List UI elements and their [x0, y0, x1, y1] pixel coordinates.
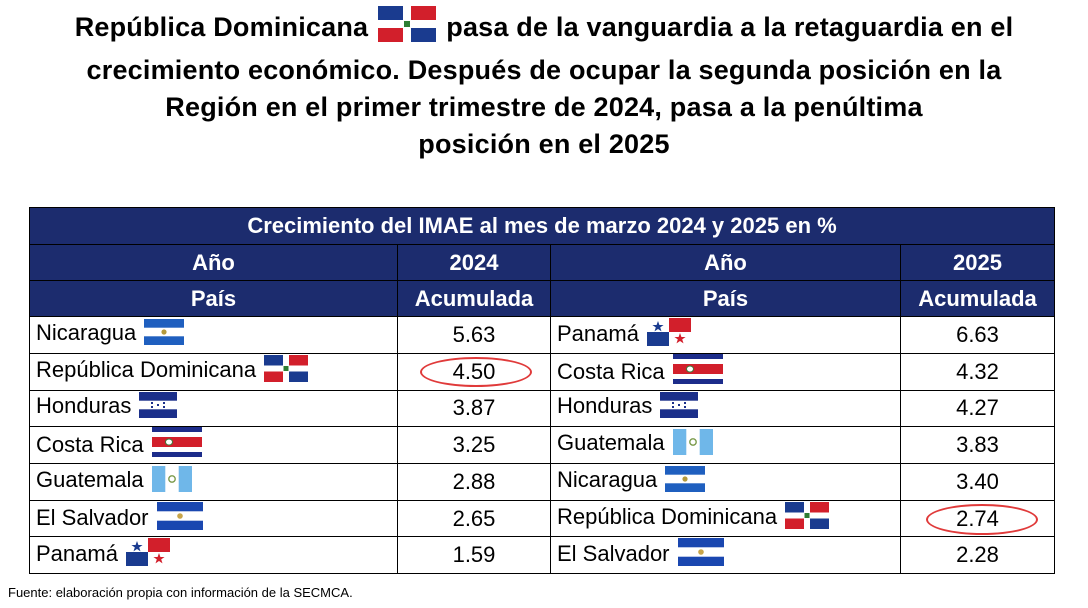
- right-country-name: República Dominicana: [557, 504, 778, 530]
- left-country-cell: Panamá: [29, 536, 398, 574]
- country-header-left: País: [29, 280, 398, 317]
- right-value: 4.32: [956, 358, 999, 384]
- left-country-cell: Nicaragua: [29, 316, 398, 354]
- left-country-name: Guatemala: [36, 466, 144, 492]
- country-header-right: País: [550, 280, 901, 317]
- headline-line-4: posición en el 2025: [418, 129, 670, 159]
- left-country-cell: Honduras: [29, 389, 398, 428]
- right-value: 4.27: [956, 395, 999, 421]
- left-country-name: El Salvador: [36, 504, 149, 530]
- right-value: 2.74: [956, 505, 999, 531]
- right-value: 3.40: [956, 468, 999, 494]
- left-value-cell: 4.50: [397, 352, 551, 391]
- left-country-name: Nicaragua: [36, 319, 137, 345]
- headline-part-1: República Dominicana: [74, 12, 369, 42]
- nicaragua-flag-icon: [665, 465, 706, 498]
- nicaragua-flag-icon: [144, 318, 185, 351]
- honduras-flag-icon: [139, 392, 178, 424]
- right-value-cell: 6.63: [900, 316, 1055, 354]
- year-2025-header: 2025: [900, 244, 1055, 281]
- left-country-cell: República Dominicana: [29, 352, 398, 391]
- left-value: 1.59: [452, 542, 496, 568]
- guatemala-flag-icon: [672, 429, 713, 461]
- right-country-name: Costa Rica: [557, 358, 665, 384]
- left-country-name: Panamá: [36, 541, 118, 567]
- right-value-cell: 3.40: [900, 463, 1055, 501]
- left-country-name: República Dominicana: [36, 357, 257, 383]
- table-title: Crecimiento del IMAE al mes de marzo 202…: [29, 207, 1055, 245]
- right-value: 2.28: [956, 542, 999, 568]
- table-row: Guatemala 2.88 Nicaragua 3.40: [29, 463, 1055, 501]
- left-country-name: Costa Rica: [36, 432, 144, 458]
- guatemala-flag-icon: [151, 465, 192, 498]
- table-row: Nicaragua 5.63 Panamá 6.63: [29, 316, 1055, 354]
- right-country-cell: El Salvador: [550, 536, 901, 574]
- headline-line-2: crecimiento económico. Después de ocupar…: [86, 55, 1002, 85]
- right-country-cell: Costa Rica: [550, 352, 901, 391]
- headline-line-1: República Dominicana pasa de la vanguard…: [10, 6, 1078, 52]
- left-value: 2.65: [452, 505, 496, 531]
- costa-rica-flag-icon: [151, 427, 202, 463]
- right-value: 3.83: [956, 432, 999, 458]
- table-row: República Dominicana 4.50 Costa Rica 4.32: [29, 352, 1055, 391]
- right-country-cell: Nicaragua: [550, 463, 901, 501]
- headline-part-2: pasa de la vanguardia a la retaguardia e…: [446, 12, 1014, 42]
- right-country-name: El Salvador: [557, 541, 670, 567]
- left-country-cell: El Salvador: [29, 499, 398, 538]
- costa-rica-flag-icon: [672, 353, 723, 390]
- left-value-cell: 3.87: [397, 389, 551, 428]
- imae-table-container: Crecimiento del IMAE al mes de marzo 202…: [29, 207, 1055, 578]
- year-label-left: Año: [29, 244, 398, 281]
- right-value: 6.63: [956, 321, 999, 347]
- right-country-cell: Honduras: [550, 389, 901, 428]
- dominican-republic-flag-icon: [264, 355, 309, 388]
- year-label-right: Año: [550, 244, 901, 281]
- headline-line-3: Región en el primer trimestre de 2024, p…: [165, 92, 923, 122]
- right-country-name: Guatemala: [557, 430, 665, 456]
- left-value: 3.25: [452, 432, 496, 458]
- cumulative-header-right: Acumulada: [900, 280, 1055, 317]
- left-value: 5.63: [452, 321, 496, 347]
- right-country-cell: Guatemala: [550, 426, 901, 465]
- table-row: Costa Rica 3.25 Guatemala 3.83: [29, 426, 1055, 465]
- dominican-republic-flag-icon: [378, 6, 437, 52]
- right-value-cell: 4.27: [900, 389, 1055, 428]
- left-country-cell: Guatemala: [29, 463, 398, 501]
- honduras-flag-icon: [660, 392, 699, 424]
- left-value-cell: 2.88: [397, 463, 551, 501]
- left-value: 3.87: [452, 395, 496, 421]
- left-value: 4.50: [452, 358, 496, 384]
- right-country-name: Honduras: [557, 393, 653, 419]
- left-value-cell: 1.59: [397, 536, 551, 574]
- panama-flag-icon: [125, 538, 170, 572]
- source-note: Fuente: elaboración propia con informaci…: [8, 585, 353, 600]
- left-value-cell: 3.25: [397, 426, 551, 465]
- year-2024-header: 2024: [397, 244, 551, 281]
- imae-table: Crecimiento del IMAE al mes de marzo 202…: [29, 207, 1055, 574]
- left-value-cell: 5.63: [397, 316, 551, 354]
- right-value-cell: 4.32: [900, 352, 1055, 391]
- right-value-cell: 2.28: [900, 536, 1055, 574]
- table-row: Honduras 3.87 Honduras 4.27: [29, 389, 1055, 428]
- table-row: El Salvador 2.65 República Dominicana 2.74: [29, 499, 1055, 538]
- left-country-name: Honduras: [36, 393, 132, 419]
- el-salvador-flag-icon: [156, 501, 203, 536]
- dominican-republic-flag-icon: [785, 502, 830, 535]
- cumulative-header-left: Acumulada: [397, 280, 551, 317]
- left-value-cell: 2.65: [397, 499, 551, 538]
- right-country-name: Nicaragua: [557, 466, 658, 492]
- el-salvador-flag-icon: [677, 538, 724, 572]
- headline: República Dominicana pasa de la vanguard…: [10, 6, 1078, 163]
- right-value-cell: 3.83: [900, 426, 1055, 465]
- table-row: Panamá 1.59 El Salvador 2.28: [29, 536, 1055, 574]
- panama-flag-icon: [646, 317, 691, 352]
- left-value: 2.88: [452, 468, 496, 494]
- right-country-cell: Panamá: [550, 316, 901, 354]
- right-value-cell: 2.74: [900, 499, 1055, 538]
- right-country-cell: República Dominicana: [550, 499, 901, 538]
- right-country-name: Panamá: [557, 320, 639, 346]
- left-country-cell: Costa Rica: [29, 426, 398, 465]
